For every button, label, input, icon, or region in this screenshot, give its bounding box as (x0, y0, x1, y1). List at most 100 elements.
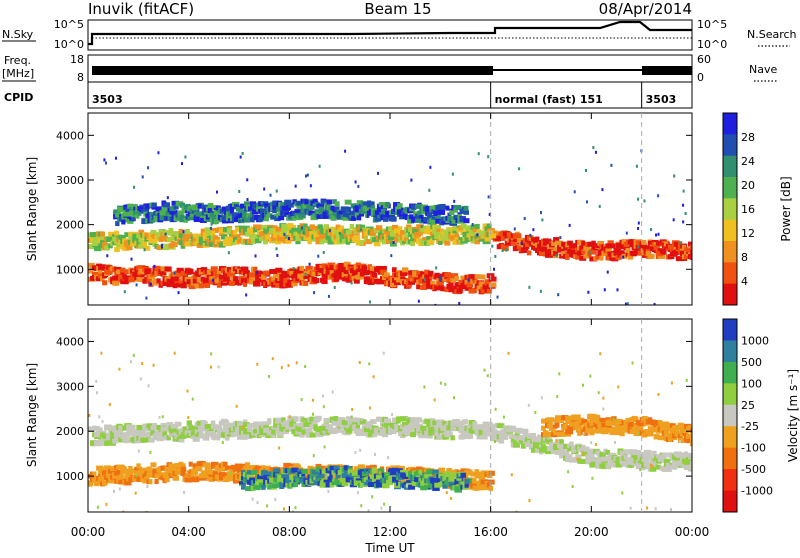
data-cell (277, 236, 284, 242)
data-cell-sparse (269, 193, 272, 197)
data-cell (432, 228, 438, 234)
data-cell-sparse (327, 489, 330, 493)
y-tick-label: 4000 (56, 129, 84, 142)
data-cell-sparse (238, 189, 241, 193)
data-cell (516, 428, 523, 434)
data-cell (418, 278, 426, 284)
station-title: Inuvik (fitACF) (88, 0, 194, 18)
data-cell-sparse (646, 506, 649, 510)
nsky-strip: N.Sky 10^5 10^0 10^5 10^0 N.Search (2, 18, 797, 51)
data-cell (275, 282, 282, 288)
data-cell-sparse (113, 489, 116, 493)
data-cell (123, 211, 131, 217)
data-cell (424, 484, 429, 490)
data-cell (128, 235, 137, 241)
data-cell (241, 266, 249, 272)
data-cell (100, 264, 106, 270)
data-cell (673, 249, 680, 255)
data-cell (175, 201, 184, 207)
data-cell (283, 462, 292, 468)
data-cell-sparse (494, 407, 497, 411)
data-cell (126, 245, 133, 251)
data-cell-sparse (635, 164, 638, 168)
data-cell (545, 449, 553, 455)
data-cell (168, 432, 176, 438)
data-cell-sparse (558, 372, 561, 376)
data-cell (351, 270, 359, 276)
data-cell-sparse (392, 240, 395, 244)
data-cell (565, 457, 570, 463)
data-cell (530, 447, 539, 453)
data-cell (561, 241, 570, 247)
data-cell (404, 233, 409, 239)
data-cell (526, 440, 532, 446)
data-cell (392, 224, 399, 230)
data-cell (156, 278, 161, 284)
data-cell (665, 465, 672, 471)
data-cell (216, 466, 221, 472)
data-cell (476, 285, 484, 291)
data-cell (307, 236, 312, 242)
data-cell (399, 214, 407, 220)
data-cell (470, 224, 478, 230)
data-cell (138, 265, 146, 271)
data-cell-sparse (682, 189, 685, 193)
data-cell (323, 417, 330, 423)
data-cell-sparse (651, 464, 654, 468)
data-cell (541, 246, 549, 252)
data-cell (359, 482, 368, 488)
data-cell (581, 458, 589, 464)
data-cell (392, 417, 399, 423)
data-cell (621, 239, 626, 245)
data-cell (115, 221, 120, 227)
data-cell-sparse (637, 245, 640, 249)
data-cell (108, 243, 113, 249)
data-cell (345, 277, 353, 283)
data-cell (160, 465, 168, 471)
data-cell (438, 467, 445, 473)
data-cell (434, 225, 441, 231)
data-cell (381, 432, 389, 438)
data-cell (390, 241, 397, 247)
data-cell (241, 484, 246, 490)
data-cell (343, 469, 349, 475)
data-cell (452, 239, 457, 245)
data-cell (675, 452, 684, 458)
data-cell (240, 203, 246, 209)
data-cell (438, 273, 447, 279)
data-cell (189, 212, 197, 218)
data-cell (370, 205, 376, 211)
data-cell-sparse (602, 396, 605, 400)
data-cell (224, 465, 233, 471)
data-cell (228, 272, 236, 278)
data-cell-sparse (445, 491, 448, 495)
data-cell-sparse (287, 208, 290, 212)
data-cell (456, 421, 463, 427)
data-cell (313, 278, 319, 284)
data-cell (316, 203, 325, 209)
colorbar-segment (723, 340, 737, 363)
data-cell (569, 243, 576, 249)
data-cell (156, 245, 165, 251)
data-cell (462, 419, 468, 425)
data-cell-sparse (245, 293, 248, 297)
data-cell (655, 240, 664, 246)
colorbar-frame (722, 318, 738, 513)
data-cell (246, 212, 254, 218)
data-cell-sparse (621, 491, 624, 495)
data-cell (190, 470, 198, 476)
data-cell (641, 416, 647, 422)
data-cell (232, 234, 241, 240)
data-cell (241, 278, 246, 284)
data-cell (480, 288, 486, 294)
data-cell (100, 236, 107, 242)
data-cell-sparse (227, 251, 230, 255)
data-cell-sparse (135, 474, 138, 478)
data-cell (453, 207, 459, 213)
data-cell (671, 433, 678, 439)
data-cell (597, 251, 602, 257)
data-cell (375, 482, 382, 488)
data-cell (661, 249, 667, 255)
data-cell-sparse (312, 398, 315, 402)
data-cell-sparse (637, 221, 640, 225)
